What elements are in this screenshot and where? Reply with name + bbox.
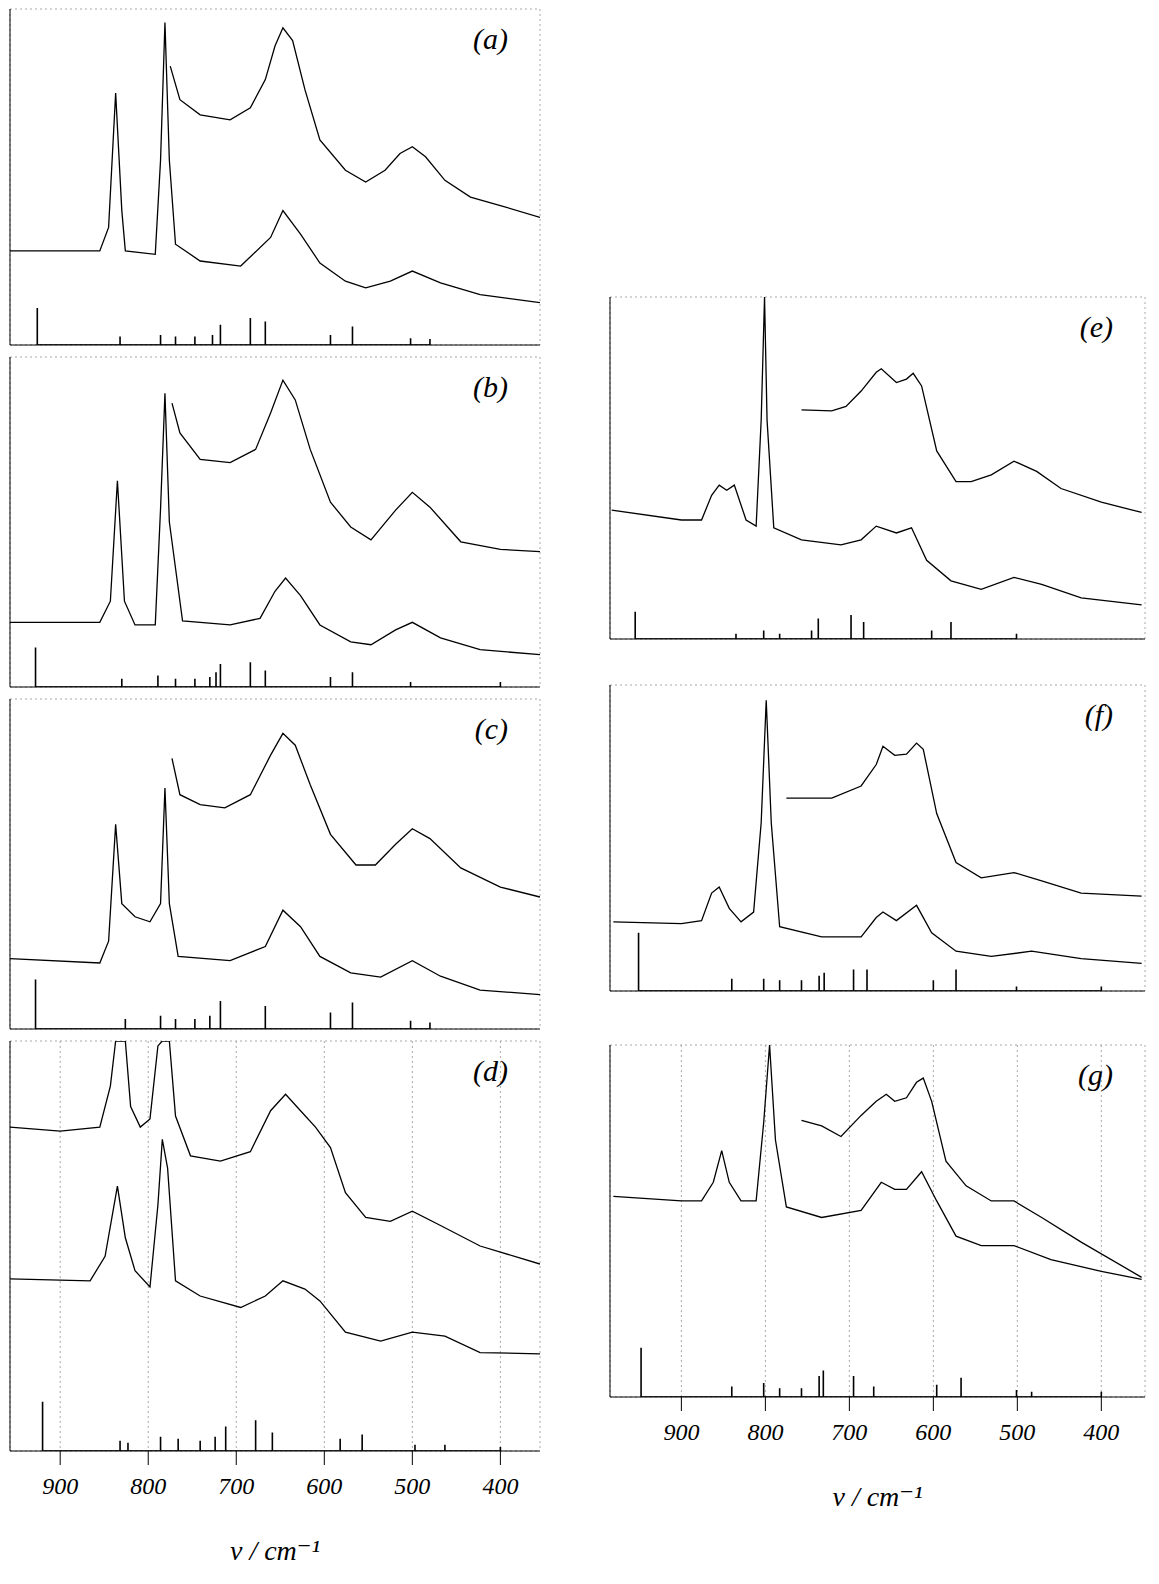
- svg-text:ν / cm⁻¹: ν / cm⁻¹: [230, 1535, 320, 1566]
- svg-text:900: 900: [663, 1419, 699, 1445]
- svg-text:500: 500: [394, 1473, 430, 1499]
- html-text:(g): (g): [1078, 1058, 1113, 1091]
- svg-text:800: 800: [130, 1473, 166, 1499]
- svg-text:ν / cm⁻¹: ν / cm⁻¹: [832, 1481, 922, 1512]
- html-text:(e): (e): [1079, 310, 1113, 343]
- html-text:(b): (b): [473, 370, 508, 403]
- svg-text:800: 800: [747, 1419, 783, 1445]
- svg-text:900: 900: [42, 1473, 78, 1499]
- svg-text:600: 600: [306, 1473, 342, 1499]
- html-text:(d): (d): [473, 1054, 508, 1087]
- svg-text:600: 600: [915, 1419, 951, 1445]
- html-text:(f): (f): [1084, 698, 1113, 731]
- html-text:(a): (a): [473, 22, 508, 55]
- svg-text:700: 700: [218, 1473, 254, 1499]
- svg-text:400: 400: [1083, 1419, 1119, 1445]
- svg-text:700: 700: [831, 1419, 867, 1445]
- html-text:(c): (c): [474, 712, 508, 745]
- svg-text:400: 400: [482, 1473, 518, 1499]
- svg-text:500: 500: [999, 1419, 1035, 1445]
